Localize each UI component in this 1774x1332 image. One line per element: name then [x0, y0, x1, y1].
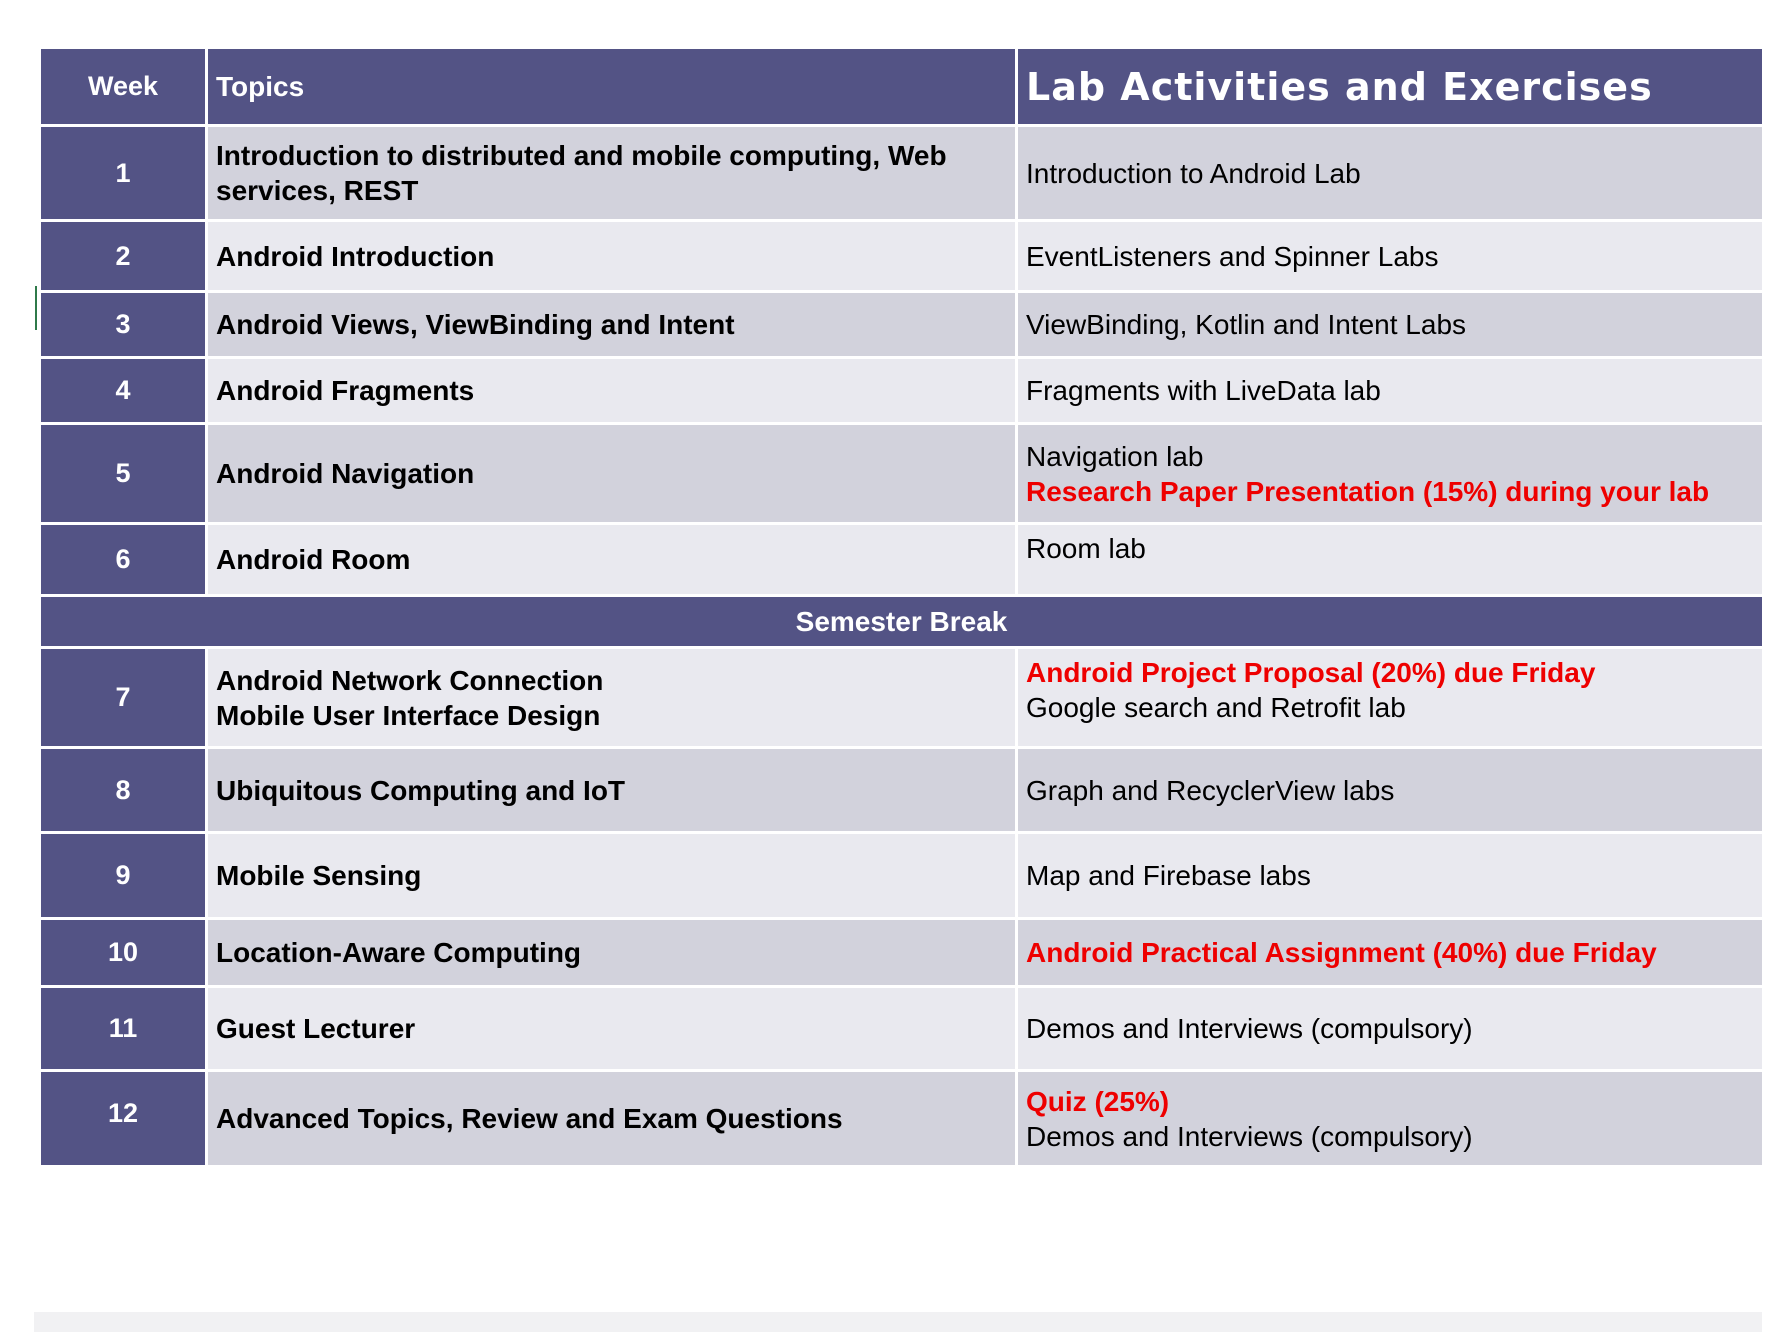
topic-cell: Mobile Sensing — [208, 834, 1015, 917]
lab-cell: Demos and Interviews (compulsory) — [1018, 988, 1762, 1069]
topic-cell: Android Navigation — [208, 425, 1015, 522]
lab-line: Navigation lab — [1026, 440, 1204, 472]
lab-line: Introduction to Android Lab — [1026, 157, 1361, 189]
week-number: 4 — [41, 359, 205, 422]
lab-line: Graph and RecyclerView labs — [1026, 774, 1395, 806]
table-row: 8 Ubiquitous Computing and IoT Graph and… — [41, 749, 1762, 831]
semester-break-label: Semester Break — [41, 597, 1762, 646]
topic-cell: Android Network Connection Mobile User I… — [208, 649, 1015, 746]
lab-cell: ViewBinding, Kotlin and Intent Labs — [1018, 293, 1762, 356]
week-number: 9 — [41, 834, 205, 917]
header-row: Week Topics Lab Activities and Exercises — [41, 49, 1762, 124]
week-number: 8 — [41, 749, 205, 831]
lab-cell: Navigation lab Research Paper Presentati… — [1018, 425, 1762, 522]
topic-cell: Ubiquitous Computing and IoT — [208, 749, 1015, 831]
table-row: 9 Mobile Sensing Map and Firebase labs — [41, 834, 1762, 917]
table-row: 6 Android Room Room lab — [41, 525, 1762, 594]
header-week: Week — [41, 49, 205, 124]
topic-cell: Android Views, ViewBinding and Intent — [208, 293, 1015, 356]
table-row: 1 Introduction to distributed and mobile… — [41, 127, 1762, 219]
topic-cell: Android Fragments — [208, 359, 1015, 422]
lab-line: EventListeners and Spinner Labs — [1026, 240, 1439, 272]
topic-cell: Android Room — [208, 525, 1015, 594]
topic-line: Android Views, ViewBinding and Intent — [216, 309, 735, 340]
topic-line: Android Navigation — [216, 458, 475, 489]
topic-line: Android Network Connection — [216, 664, 604, 696]
topic-cell: Advanced Topics, Review and Exam Questio… — [208, 1072, 1015, 1165]
lab-cell: Android Practical Assignment (40%) due F… — [1018, 920, 1762, 985]
lab-cell: Quiz (25%) Demos and Interviews (compuls… — [1018, 1072, 1762, 1165]
lab-cell: Room lab — [1018, 525, 1762, 594]
assessment-highlight: Research Paper Presentation (15%) during… — [1026, 475, 1710, 507]
topic-line: Introduction to distributed and mobile c… — [216, 140, 947, 206]
week-number: 2 — [41, 222, 205, 290]
lab-line: Room lab — [1026, 533, 1146, 564]
week-number: 12 — [41, 1072, 205, 1165]
lab-cell: Android Project Proposal (20%) due Frida… — [1018, 649, 1762, 746]
lab-cell: Map and Firebase labs — [1018, 834, 1762, 917]
week-number: 1 — [41, 127, 205, 219]
lab-line: Demos and Interviews (compulsory) — [1026, 1120, 1473, 1152]
lab-line: Fragments with LiveData lab — [1026, 375, 1381, 406]
course-schedule-table: Week Topics Lab Activities and Exercises… — [38, 46, 1765, 1168]
week-number: 7 — [41, 649, 205, 746]
lab-cell: EventListeners and Spinner Labs — [1018, 222, 1762, 290]
topic-line: Android Fragments — [216, 375, 475, 406]
table-row: 4 Android Fragments Fragments with LiveD… — [41, 359, 1762, 422]
lab-line: Map and Firebase labs — [1026, 860, 1311, 891]
table-row: 12 Advanced Topics, Review and Exam Ques… — [41, 1072, 1762, 1165]
assessment-highlight: Android Practical Assignment (40%) due F… — [1026, 937, 1657, 968]
week-number: 6 — [41, 525, 205, 594]
table-row: 5 Android Navigation Navigation lab Rese… — [41, 425, 1762, 522]
lab-line: Google search and Retrofit lab — [1026, 692, 1406, 723]
week-number: 11 — [41, 988, 205, 1069]
topic-cell: Guest Lecturer — [208, 988, 1015, 1069]
left-edge-marker — [35, 286, 37, 330]
lab-cell: Graph and RecyclerView labs — [1018, 749, 1762, 831]
topic-line: Android Room — [216, 544, 411, 575]
topic-line: Guest Lecturer — [216, 1013, 416, 1044]
bottom-band — [34, 1312, 1762, 1332]
topic-line: Ubiquitous Computing and IoT — [216, 774, 626, 806]
topic-line: Advanced Topics, Review and Exam Questio… — [216, 1103, 843, 1134]
semester-break-row: Semester Break — [41, 597, 1762, 646]
assessment-highlight: Quiz (25%) — [1026, 1085, 1170, 1117]
topic-cell: Introduction to distributed and mobile c… — [208, 127, 1015, 219]
week-number: 10 — [41, 920, 205, 985]
week-number: 5 — [41, 425, 205, 522]
table-row: 11 Guest Lecturer Demos and Interviews (… — [41, 988, 1762, 1069]
header-topics: Topics — [208, 49, 1015, 124]
week-number: 3 — [41, 293, 205, 356]
topic-line: Location-Aware Computing — [216, 937, 582, 968]
assessment-highlight: Android Project Proposal (20%) due Frida… — [1026, 657, 1596, 688]
lab-line: ViewBinding, Kotlin and Intent Labs — [1026, 309, 1467, 340]
table-row: 10 Location-Aware Computing Android Prac… — [41, 920, 1762, 985]
topic-cell: Android Introduction — [208, 222, 1015, 290]
topic-cell: Location-Aware Computing — [208, 920, 1015, 985]
lab-cell: Fragments with LiveData lab — [1018, 359, 1762, 422]
lab-line: Demos and Interviews (compulsory) — [1026, 1013, 1473, 1044]
header-lab-activities: Lab Activities and Exercises — [1018, 49, 1762, 124]
topic-line: Android Introduction — [216, 240, 495, 272]
topic-line: Mobile User Interface Design — [216, 699, 601, 731]
table-row: 3 Android Views, ViewBinding and Intent … — [41, 293, 1762, 356]
topic-line: Mobile Sensing — [216, 860, 422, 891]
table-row: 7 Android Network Connection Mobile User… — [41, 649, 1762, 746]
lab-cell: Introduction to Android Lab — [1018, 127, 1762, 219]
table-row: 2 Android Introduction EventListeners an… — [41, 222, 1762, 290]
